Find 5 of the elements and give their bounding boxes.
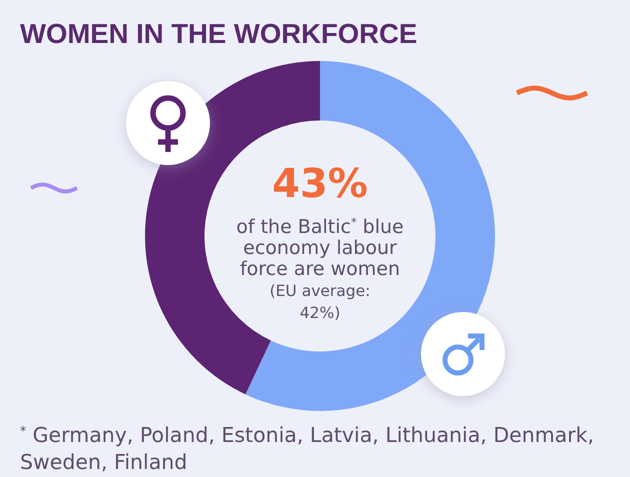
chart-title: WOMEN IN THE WORKFORCE (20, 18, 418, 49)
text: $^{*}$ Germany, Poland, Estonia, Latvia, Lithuania, Denmark, Sweden, Finland (20, 423, 594, 474)
text: (EU average: 42%) (270, 282, 370, 322)
text: 43% (272, 161, 368, 207)
text: of the Baltic$^{*}$ blue economy labour force are women (236, 215, 404, 280)
